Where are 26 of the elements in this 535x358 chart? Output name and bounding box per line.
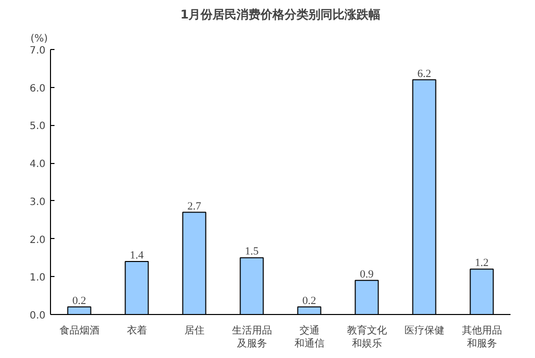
data-label: 1.5: [244, 246, 260, 258]
data-label: 1.4: [130, 250, 144, 262]
data-label: 0.2: [72, 294, 86, 307]
x-tick-label: 医疗保健: [404, 324, 444, 336]
y-tick-label: 6.0: [30, 83, 46, 94]
data-label: 2.7: [187, 200, 202, 212]
y-tick-label: 1.0: [30, 272, 46, 284]
y-tick-label: 0.0: [30, 310, 46, 322]
chart-title: 1月份居民消费价格分类别同比涨跌幅: [180, 8, 381, 22]
data-label: 0.2: [302, 294, 316, 307]
x-tick-label: 其他用品和服务: [462, 324, 502, 350]
x-tick-label: 生活用品及服务: [232, 324, 272, 350]
x-tick-label: 食品烟酒: [59, 324, 100, 336]
x-tick-label: 居住: [184, 326, 204, 336]
x-tick-label: 衣着: [126, 324, 147, 336]
x-tick-label: 教育文化和娱乐: [346, 324, 387, 350]
x-tick-label: 交通和通信: [294, 324, 324, 350]
y-tick-label: 3.0: [30, 196, 46, 208]
y-tick-label: 5.0: [30, 121, 46, 132]
y-tick-label: 7.0: [30, 46, 46, 56]
data-label: 1.2: [474, 257, 489, 270]
y-tick-label: 2.0: [30, 234, 46, 246]
data-label: 6.2: [417, 68, 432, 80]
data-label: 0.9: [360, 268, 374, 280]
y-tick-label: 4.0: [30, 159, 46, 170]
y-axis-title: (%): [30, 34, 48, 44]
